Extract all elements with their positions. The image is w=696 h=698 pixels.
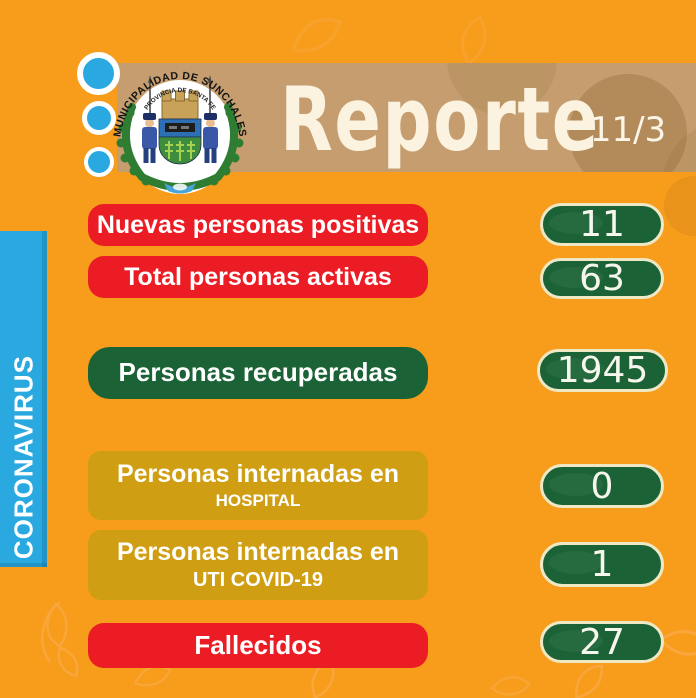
decorative-dot [84, 147, 114, 177]
decorative-dot [82, 101, 116, 135]
shield-icon [158, 118, 202, 165]
stat-label-internadas-uti: Personas internadas en UTI COVID-19 [88, 530, 428, 600]
leaf-watermark [450, 16, 499, 65]
soldier-left-icon [142, 75, 157, 163]
header-band: 11/3 [117, 63, 696, 172]
stat-label-fallecidos: Fallecidos [88, 623, 428, 668]
report-date: 11/3 [589, 110, 667, 150]
stat-label-personas-recuperadas: Personas recuperadas [88, 347, 428, 399]
castle-icon [161, 90, 199, 120]
stat-value-total-personas-activas: 63 [540, 258, 664, 299]
leaf-watermark [490, 666, 531, 698]
decorative-dot [77, 52, 120, 95]
municipal-crest-logo: MUNICIPALIDAD DE SUNCHALES PROVINCIA DE … [112, 70, 248, 194]
stat-value-personas-recuperadas: 1945 [537, 349, 668, 392]
soldier-right-icon [203, 75, 218, 163]
ribbon-icon [164, 183, 196, 194]
coronavirus-ribbon: CORONAVIRUS [0, 231, 47, 567]
stat-value-nuevas-personas-positivas: 11 [540, 203, 664, 246]
decorative-circle [664, 176, 696, 236]
coronavirus-ribbon-label: CORONAVIRUS [8, 354, 38, 559]
laurel-wreath-icon [116, 103, 244, 191]
stat-value-internadas-hospital: 0 [540, 464, 664, 508]
stat-label-internadas-hospital: Personas internadas en HOSPITAL [88, 451, 428, 520]
stat-value-fallecidos: 27 [540, 621, 664, 663]
stat-label-nuevas-personas-positivas: Nuevas personas positivas [88, 204, 428, 246]
leaf-watermark [572, 664, 606, 698]
report-title: Reporte [280, 68, 600, 171]
leaf-watermark [292, 10, 342, 62]
leaf-watermark [41, 601, 79, 678]
date-highlight-circle [569, 74, 687, 172]
stat-value-internadas-uti: 1 [540, 542, 664, 587]
stat-label-total-personas-activas: Total personas activas [88, 256, 428, 298]
